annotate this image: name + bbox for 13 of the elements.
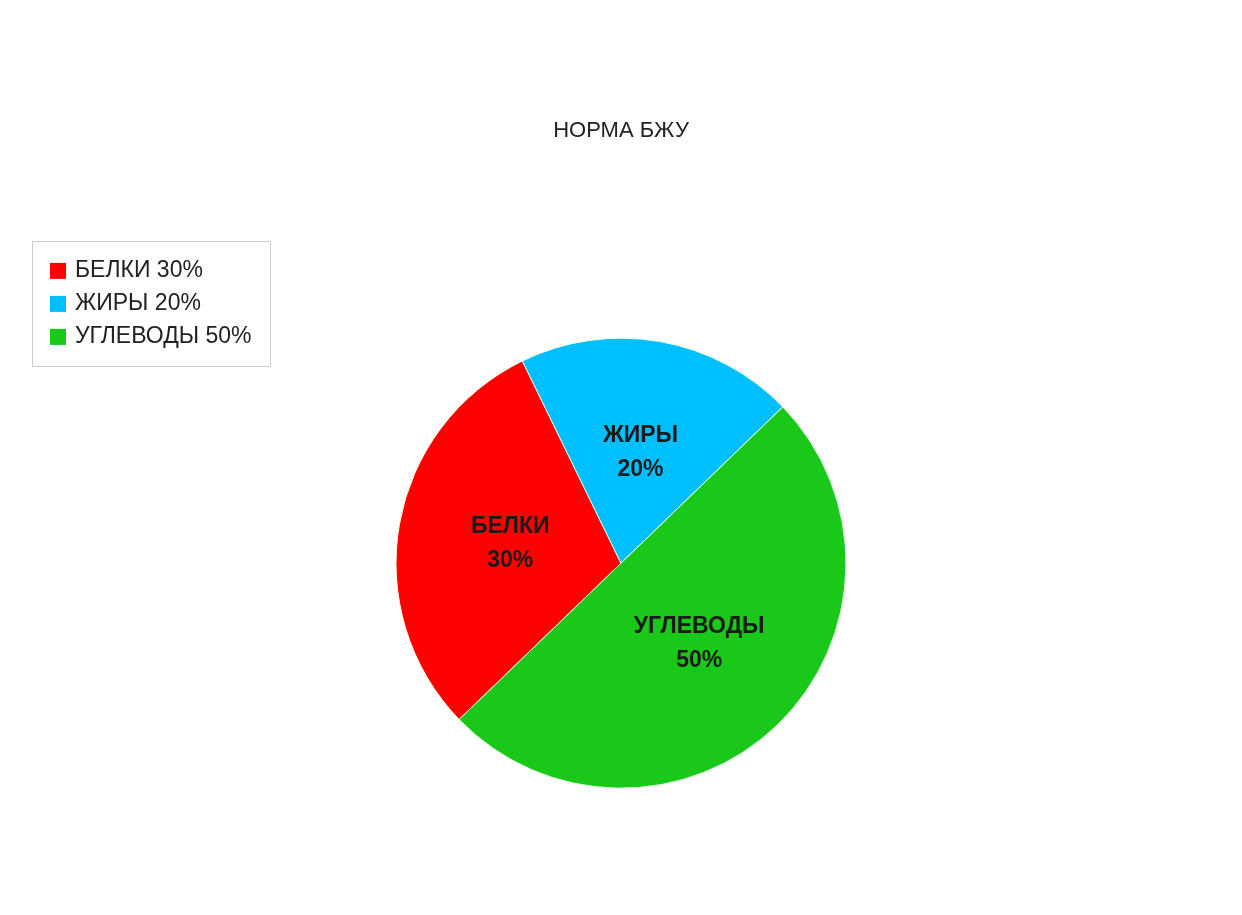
data-label: 30% bbox=[487, 546, 534, 573]
legend-label: ЖИРЫ bbox=[75, 289, 149, 316]
text: 20% bbox=[154, 289, 201, 316]
slice-label: УГЛЕВОДЫ bbox=[633, 612, 765, 639]
text: 50% bbox=[205, 322, 252, 349]
text: 30% bbox=[156, 256, 203, 283]
data-label: 20% bbox=[617, 454, 664, 481]
data-label: 50% bbox=[676, 646, 723, 673]
chart-title: НОРМА БЖУ bbox=[553, 117, 690, 143]
legend-label: УГЛЕВОДЫ bbox=[75, 322, 200, 349]
legend-label: БЕЛКИ bbox=[75, 256, 151, 283]
slice-label: БЕЛКИ bbox=[470, 512, 550, 539]
slice-label: ЖИРЫ bbox=[601, 420, 679, 447]
